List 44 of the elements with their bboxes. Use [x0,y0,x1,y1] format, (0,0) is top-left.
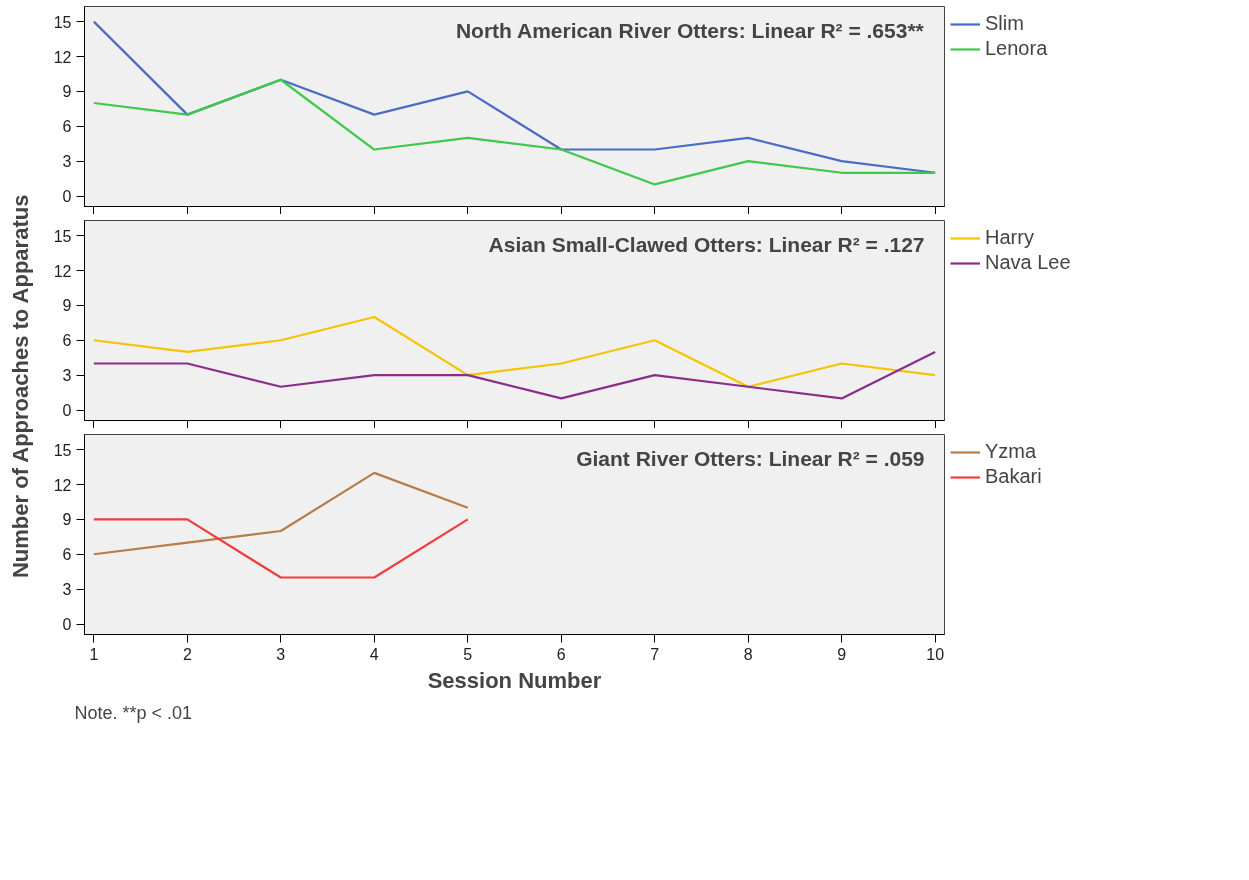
y-tick-label: 3 [62,581,72,599]
y-tick-label: 15 [53,227,72,245]
x-tick-label: 7 [650,645,660,663]
legend-label: Harry [985,226,1034,249]
y-tick-label: 12 [53,48,72,66]
legend-label: Bakari [985,465,1042,488]
x-tick-label: 5 [463,645,473,663]
y-tick-label: 3 [62,153,72,171]
y-tick-label: 9 [62,83,72,101]
y-tick-label: 0 [62,188,72,206]
y-tick-label: 6 [62,546,72,564]
y-tick-label: 12 [53,476,72,494]
y-tick-label: 3 [62,367,72,385]
text: Asian Small-Clawed Otters: Linear R² = .127 [488,232,925,256]
y-tick-label: 9 [62,297,72,315]
y-tick-label: 12 [53,262,72,280]
x-tick-label: 1 [89,645,99,663]
x-axis-title: Session Number [427,667,602,693]
legend-label: Yzma [985,440,1037,463]
y-axis-title: Number of Approaches to Apparatus [7,194,33,579]
text: Giant River Otters: Linear R² = .059 [576,446,925,470]
text: Note. **p < .01 [74,702,193,723]
x-tick-label: 2 [182,645,192,663]
legend-label: Nava Lee [985,251,1071,274]
x-tick-label: 8 [743,645,753,663]
y-tick-label: 0 [62,616,72,634]
y-tick-label: 6 [62,332,72,350]
x-tick-label: 3 [276,645,286,663]
y-tick-label: 9 [62,511,72,529]
text: North American River Otters: Linear R² = .653** [455,18,925,42]
y-tick-label: 15 [53,13,72,31]
line-series [92,78,937,186]
x-tick-label: 4 [369,645,379,663]
x-tick-label: 9 [837,645,847,663]
line-series [92,350,937,400]
x-tick-label: 6 [556,645,566,663]
legend-label: Slim [985,12,1024,35]
line-series [92,471,469,556]
y-tick-label: 15 [53,441,72,459]
y-tick-label: 0 [62,402,72,420]
legend-label: Lenora [985,37,1048,60]
y-tick-label: 6 [62,118,72,136]
line-series [92,315,937,388]
x-tick-label: 10 [926,645,945,663]
